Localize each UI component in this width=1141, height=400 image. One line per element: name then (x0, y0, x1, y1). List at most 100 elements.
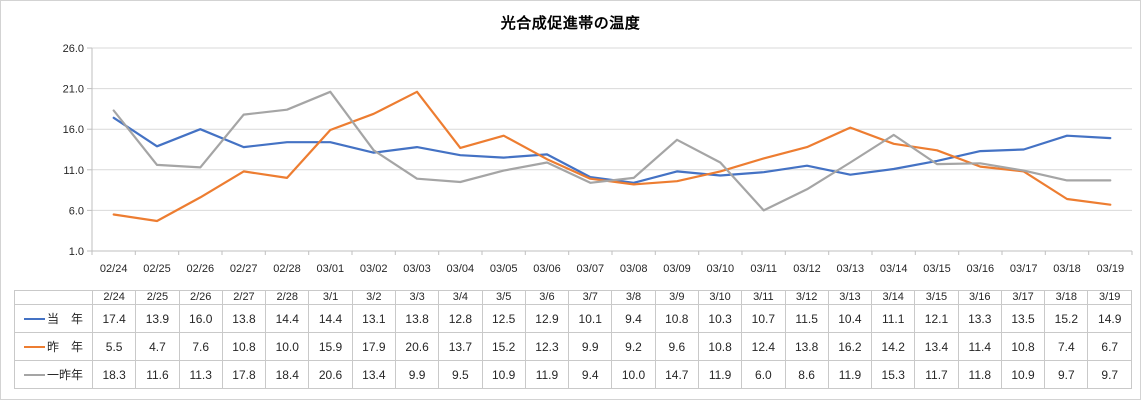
legend-item: 昨 年 (14, 332, 93, 361)
x-axis-label: 02/26 (187, 263, 215, 275)
data-table: 2/24 2/25 2/26 2/27 2/28 3/1 3/2 3/3 3/4 3/5 3/6 3/… (14, 290, 1132, 389)
table-cell: 9.6 (654, 332, 699, 361)
table-cell: 13.4 (351, 360, 396, 389)
table-cell: 14.7 (654, 360, 699, 389)
series-line-1 (112, 90, 1112, 223)
table-cell: 13.1 (351, 304, 396, 333)
x-axis-label: 02/24 (100, 263, 128, 275)
table-cell: 9.9 (394, 360, 440, 389)
table-cell: 4.7 (135, 332, 180, 361)
table-cell: 5.5 (91, 332, 137, 361)
table-cell: 18.3 (91, 360, 137, 389)
table-header-cell: 3/8 (611, 290, 656, 305)
table-cell: 20.6 (394, 332, 440, 361)
table-cell: 18.4 (265, 360, 310, 389)
table-cell: 11.9 (524, 360, 570, 389)
table-cell: 12.1 (914, 304, 959, 333)
legend-label: 昨 年 (46, 340, 83, 354)
table-cell: 9.2 (611, 332, 656, 361)
table-cell: 14.2 (871, 332, 916, 361)
x-axis-label: 02/27 (230, 263, 258, 275)
table-cell: 12.9 (524, 304, 570, 333)
table-cell: 10.8 (697, 332, 743, 361)
table-cell: 13.8 (394, 304, 440, 333)
x-axis-label: 03/03 (403, 263, 431, 275)
table-cell: 13.3 (957, 304, 1002, 333)
table-cell: 16.0 (178, 304, 223, 333)
table-cell: 11.5 (784, 304, 829, 333)
legend-line-swatch (23, 373, 45, 376)
table-header-cell: 3/18 (1044, 290, 1089, 305)
y-axis-label: 11.0 (63, 165, 84, 177)
x-axis-label: 03/15 (923, 263, 951, 275)
table-cell: 14.9 (1087, 304, 1132, 333)
table-header-cell: 2/28 (265, 290, 310, 305)
table-cell: 17.4 (91, 304, 137, 333)
table-cell: 10.8 (654, 304, 699, 333)
table-cell: 10.0 (265, 332, 310, 361)
x-axis-label: 03/05 (490, 263, 518, 275)
table-header-cell: 3/1 (308, 290, 353, 305)
x-axis-label: 03/08 (620, 263, 648, 275)
line-chart: 26.0 21.0 16.0 11.0 6.0 1.0 02/24 02/25 02/26 02/… (63, 43, 1133, 275)
table-cell: 16.2 (827, 332, 873, 361)
table-cell: 15.3 (871, 360, 916, 389)
table-header-cell: 3/3 (394, 290, 440, 305)
y-axis-label: 1.0 (69, 246, 84, 258)
table-cell: 9.9 (568, 332, 613, 361)
table-header-cell: 3/10 (697, 290, 743, 305)
series-line-2 (112, 90, 1112, 212)
table-cell: 10.9 (481, 360, 526, 389)
table-header-row: 2/24 2/25 2/26 2/27 2/28 3/1 3/2 3/3 3/4 3/5 3/6 3/… (14, 290, 1132, 305)
x-axis-label: 03/19 (1097, 263, 1125, 275)
table-cell: 10.3 (697, 304, 743, 333)
table-cell: 9.7 (1044, 360, 1089, 389)
y-axis-label: 6.0 (69, 205, 84, 217)
table-corner-cell (14, 290, 93, 305)
table-header-cell: 2/27 (221, 290, 267, 305)
table-header-cell: 3/2 (351, 290, 396, 305)
x-axis-label: 03/09 (663, 263, 691, 275)
legend-label: 当 年 (46, 312, 83, 326)
table-cell: 15.2 (1044, 304, 1089, 333)
chart-title: 光合成促進帯の温度 (500, 15, 641, 32)
table-cell: 12.4 (741, 332, 786, 361)
table-cell: 11.6 (135, 360, 180, 389)
table-header-cell: 3/13 (827, 290, 873, 305)
table-cell: 14.4 (308, 304, 353, 333)
table-header-cell: 3/17 (1000, 290, 1046, 305)
legend-line-swatch (23, 317, 45, 320)
table-cell: 9.4 (611, 304, 656, 333)
table-header-cell: 3/11 (741, 290, 786, 305)
table-cell: 7.6 (178, 332, 223, 361)
table-cell: 12.8 (438, 304, 483, 333)
table-cell: 13.8 (221, 304, 267, 333)
table-header-cell: 3/9 (654, 290, 699, 305)
table-cell: 13.9 (135, 304, 180, 333)
x-axis-label: 03/12 (793, 263, 821, 275)
table-cell: 10.4 (827, 304, 873, 333)
table-cell: 10.0 (611, 360, 656, 389)
x-axis-label: 03/16 (967, 263, 995, 275)
table-cell: 12.3 (524, 332, 570, 361)
x-axis-label: 03/13 (837, 263, 865, 275)
y-axis-label: 21.0 (63, 84, 84, 96)
table-header-cell: 3/7 (568, 290, 613, 305)
table-cell: 15.9 (308, 332, 353, 361)
table-header-cell: 3/14 (871, 290, 916, 305)
table-cell: 11.8 (957, 360, 1002, 389)
x-axis-label: 03/07 (577, 263, 605, 275)
table-cell: 14.4 (265, 304, 310, 333)
table-cell: 11.3 (178, 360, 223, 389)
x-axis-label: 03/06 (533, 263, 561, 275)
legend-item: 一昨年 (14, 360, 93, 389)
table-cell: 13.4 (914, 332, 959, 361)
x-axis-label: 03/10 (707, 263, 735, 275)
table-cell: 11.9 (827, 360, 873, 389)
table-header-cell: 2/24 (91, 290, 137, 305)
legend-item: 当 年 (14, 304, 93, 333)
x-axis-label: 03/11 (750, 263, 777, 275)
y-axis-label: 26.0 (63, 43, 84, 55)
table-header-cell: 3/15 (914, 290, 959, 305)
